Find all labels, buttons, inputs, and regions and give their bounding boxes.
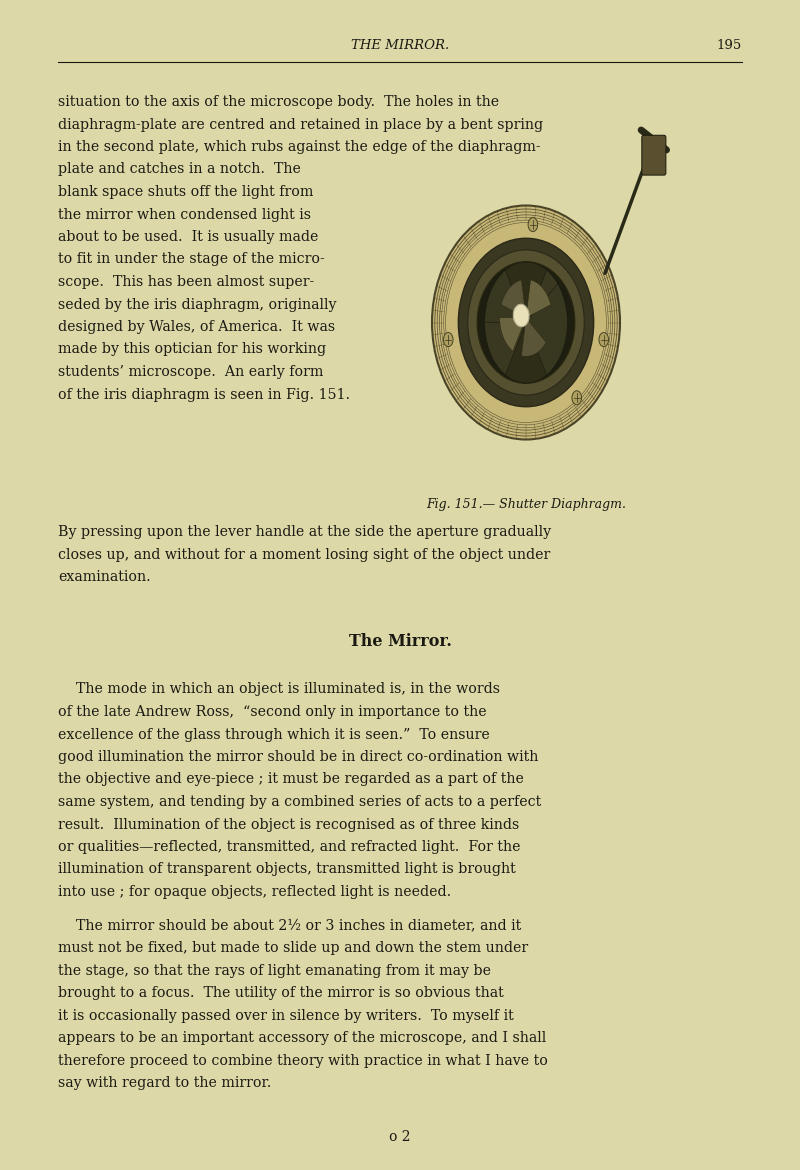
Circle shape	[443, 332, 453, 346]
Ellipse shape	[468, 250, 584, 395]
Text: examination.: examination.	[58, 570, 150, 584]
Text: made by this optician for his working: made by this optician for his working	[58, 343, 326, 357]
Ellipse shape	[514, 304, 529, 326]
Text: excellence of the glass through which it is seen.”  To ensure: excellence of the glass through which it…	[58, 728, 490, 742]
Text: students’ microscope.  An early form: students’ microscope. An early form	[58, 365, 323, 379]
Circle shape	[528, 218, 538, 232]
Text: plate and catches in a notch.  The: plate and catches in a notch. The	[58, 163, 301, 177]
Wedge shape	[526, 280, 550, 318]
Wedge shape	[526, 283, 567, 374]
Text: in the second plate, which rubs against the edge of the diaphragm-: in the second plate, which rubs against …	[58, 140, 541, 154]
Ellipse shape	[477, 262, 575, 384]
Wedge shape	[506, 323, 565, 383]
FancyBboxPatch shape	[642, 136, 666, 176]
Text: about to be used.  It is usually made: about to be used. It is usually made	[58, 230, 318, 245]
Text: blank space shuts off the light from: blank space shuts off the light from	[58, 185, 314, 199]
Text: of the late Andrew Ross,  “second only in importance to the: of the late Andrew Ross, “second only in…	[58, 706, 486, 720]
Wedge shape	[487, 262, 546, 323]
Wedge shape	[522, 318, 546, 357]
Text: the stage, so that the rays of light emanating from it may be: the stage, so that the rays of light ema…	[58, 964, 491, 978]
Circle shape	[572, 391, 582, 405]
Text: same system, and tending by a combined series of acts to a perfect: same system, and tending by a combined s…	[58, 794, 542, 808]
Text: brought to a focus.  The utility of the mirror is so obvious that: brought to a focus. The utility of the m…	[58, 986, 504, 1000]
Text: say with regard to the mirror.: say with regard to the mirror.	[58, 1076, 271, 1090]
Text: closes up, and without for a moment losing sight of the object under: closes up, and without for a moment losi…	[58, 548, 550, 562]
Text: it is occasionally passed over in silence by writers.  To myself it: it is occasionally passed over in silenc…	[58, 1009, 514, 1023]
Text: Fig. 151.— Shutter Diaphragm.: Fig. 151.— Shutter Diaphragm.	[426, 498, 626, 511]
Text: THE MIRROR.: THE MIRROR.	[351, 39, 449, 51]
Wedge shape	[485, 323, 533, 383]
Text: good illumination the mirror should be in direct co-ordination with: good illumination the mirror should be i…	[58, 750, 538, 764]
Text: By pressing upon the lever handle at the side the aperture gradually: By pressing upon the lever handle at the…	[58, 525, 551, 539]
Text: The mirror should be about 2½ or 3 inches in diameter, and it: The mirror should be about 2½ or 3 inche…	[58, 918, 522, 932]
Text: must not be fixed, but made to slide up and down the stem under: must not be fixed, but made to slide up …	[58, 941, 528, 955]
Text: the objective and eye-piece ; it must be regarded as a part of the: the objective and eye-piece ; it must be…	[58, 772, 524, 786]
Wedge shape	[502, 280, 526, 318]
Text: to fit in under the stage of the micro-: to fit in under the stage of the micro-	[58, 253, 325, 267]
Text: into use ; for opaque objects, reflected light is needed.: into use ; for opaque objects, reflected…	[58, 885, 451, 899]
Text: of the iris diaphragm is seen in Fig. 151.: of the iris diaphragm is seen in Fig. 15…	[58, 387, 350, 401]
Wedge shape	[519, 262, 567, 323]
Text: appears to be an important accessory of the microscope, and I shall: appears to be an important accessory of …	[58, 1031, 546, 1045]
Ellipse shape	[458, 239, 594, 407]
Wedge shape	[485, 270, 526, 362]
Ellipse shape	[432, 206, 620, 440]
Text: 195: 195	[717, 39, 742, 51]
Text: situation to the axis of the microscope body.  The holes in the: situation to the axis of the microscope …	[58, 95, 499, 109]
Text: the mirror when condensed light is: the mirror when condensed light is	[58, 207, 311, 221]
Wedge shape	[500, 318, 526, 351]
Text: or qualities—reflected, transmitted, and refracted light.  For the: or qualities—reflected, transmitted, and…	[58, 840, 521, 854]
Text: diaphragm-plate are centred and retained in place by a bent spring: diaphragm-plate are centred and retained…	[58, 117, 543, 131]
Text: seded by the iris diaphragm, originally: seded by the iris diaphragm, originally	[58, 297, 337, 311]
Text: The Mirror.: The Mirror.	[349, 633, 451, 651]
Text: illumination of transparent objects, transmitted light is brought: illumination of transparent objects, tra…	[58, 862, 516, 876]
Text: result.  Illumination of the object is recognised as of three kinds: result. Illumination of the object is re…	[58, 818, 519, 832]
Text: The mode in which an object is illuminated is, in the words: The mode in which an object is illuminat…	[58, 682, 500, 696]
Text: therefore proceed to combine theory with practice in what I have to: therefore proceed to combine theory with…	[58, 1054, 548, 1068]
Text: scope.  This has been almost super-: scope. This has been almost super-	[58, 275, 314, 289]
Text: o 2: o 2	[390, 1130, 410, 1144]
Circle shape	[599, 332, 609, 346]
Text: designed by Wales, of America.  It was: designed by Wales, of America. It was	[58, 321, 335, 333]
